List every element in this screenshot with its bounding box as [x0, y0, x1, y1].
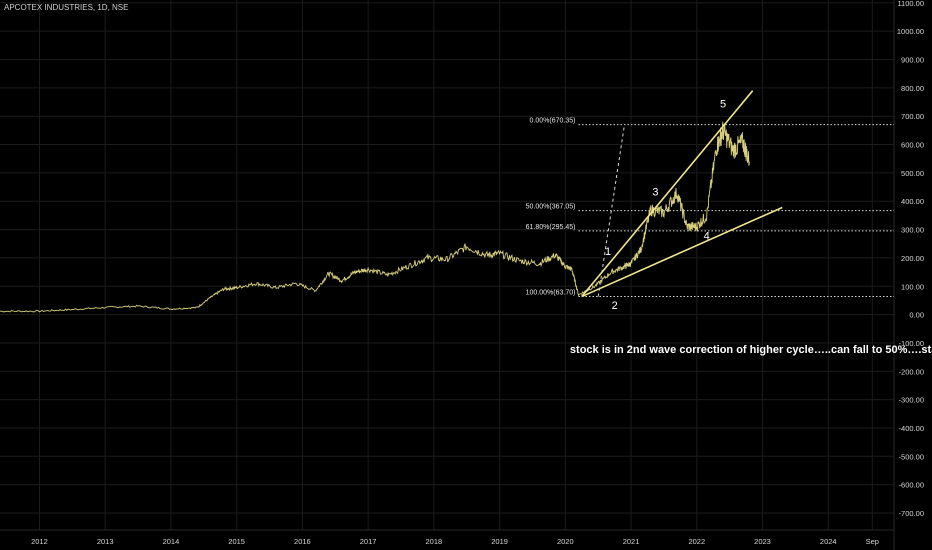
y-tick-label: -600.00 [899, 481, 924, 490]
y-tick-label: 700.00 [901, 112, 924, 121]
y-tick-label: -200.00 [899, 367, 924, 376]
x-axis: 2012 2013 2014 2015 2016 2017 2018 2019 2020 2021… [0, 529, 894, 546]
grid [0, 0, 894, 530]
y-tick-label: 200.00 [901, 254, 924, 263]
x-tick-label: 2012 [31, 537, 48, 546]
y-tick-label: 600.00 [901, 141, 924, 150]
wave-label: 5 [720, 99, 726, 111]
fib-level-label: 50.00%(367.05) [526, 204, 576, 211]
y-tick-label: 900.00 [901, 56, 924, 65]
dotted-projection-line[interactable] [597, 124, 625, 297]
y-axis: 1100.00 1000.00 900.00 800.00 700.00 600.00 50… [893, 0, 924, 550]
fib-level-label: 100.00%(63.70) [526, 290, 576, 297]
annotation-text: stock is in 2nd wave correction of highe… [570, 344, 932, 356]
y-tick-label: 1000.00 [897, 27, 924, 36]
y-tick-label: -400.00 [899, 424, 924, 433]
wave-label: 2 [612, 300, 618, 312]
fib-retracement[interactable]: 0.00%(670.35) 50.00%(367.05) 61.80%(295.45… [526, 118, 894, 298]
y-tick-label: 400.00 [901, 197, 924, 206]
fib-level-label: 0.00%(670.35) [530, 118, 576, 125]
x-tick-label: 2017 [360, 537, 377, 546]
x-tick-label: 2015 [228, 537, 245, 546]
x-tick-label: 2023 [754, 537, 771, 546]
x-tick-label: 2022 [688, 537, 705, 546]
price-series [0, 121, 750, 313]
x-tick-label: 2014 [163, 537, 180, 546]
y-tick-label: 0.00 [909, 311, 924, 320]
x-tick-label: 2019 [491, 537, 508, 546]
wave-label: 1 [605, 246, 611, 258]
trendlines[interactable] [581, 90, 783, 298]
wave-label: 4 [704, 230, 710, 242]
price-line [0, 121, 750, 313]
y-tick-label: -100.00 [899, 339, 924, 348]
wave-label: 3 [652, 187, 658, 199]
x-tick-label: 2016 [294, 537, 311, 546]
x-tick-label: 2020 [557, 537, 574, 546]
y-tick-label: 800.00 [901, 84, 924, 93]
y-tick-label: -300.00 [899, 396, 924, 405]
y-tick-label: 100.00 [901, 282, 924, 291]
chart-title: APCOTEX INDUSTRIES, 1D, NSE [4, 3, 129, 12]
trendline[interactable] [581, 90, 754, 298]
x-tick-label: Sep [866, 537, 879, 546]
trendline[interactable] [581, 206, 783, 298]
annotation: stock is in 2nd wave correction of highe… [570, 344, 932, 356]
wave-labels: 1 2 3 4 5 [605, 99, 726, 312]
x-tick-label: 2024 [820, 537, 837, 546]
y-tick-label: 300.00 [901, 226, 924, 235]
fib-level-label: 61.80%(295.45) [526, 224, 576, 231]
y-tick-label: 500.00 [901, 169, 924, 178]
x-tick-label: 2018 [426, 537, 443, 546]
y-tick-label: 1100.00 [897, 0, 924, 8]
x-tick-label: 2013 [97, 537, 114, 546]
x-tick-label: 2021 [623, 537, 640, 546]
y-tick-label: -700.00 [899, 509, 924, 518]
y-tick-label: -500.00 [899, 452, 924, 461]
